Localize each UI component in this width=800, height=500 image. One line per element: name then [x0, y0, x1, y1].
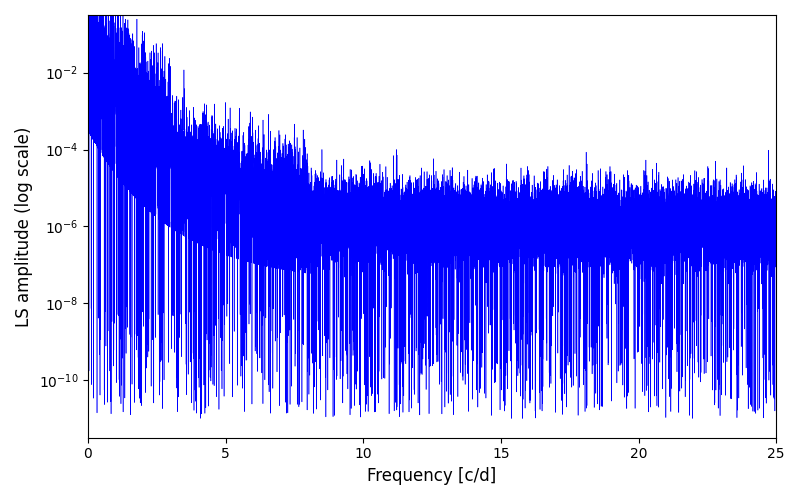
- X-axis label: Frequency [c/d]: Frequency [c/d]: [367, 467, 497, 485]
- Y-axis label: LS amplitude (log scale): LS amplitude (log scale): [15, 126, 33, 326]
